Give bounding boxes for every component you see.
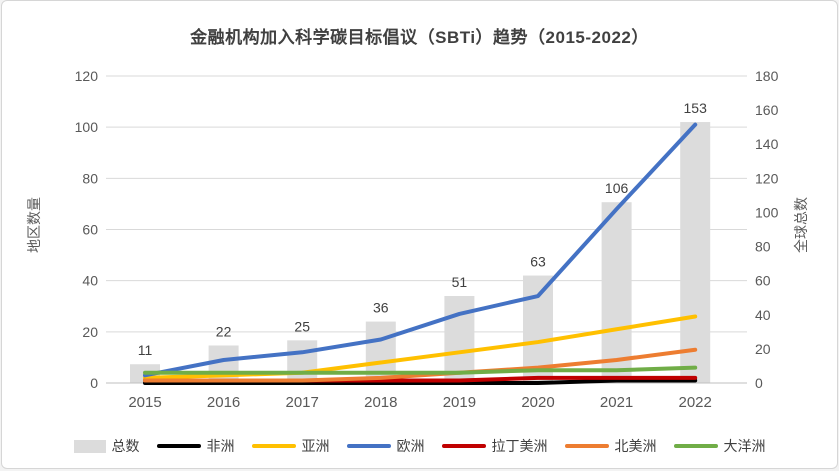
x-axis-label-2017: 2017 — [286, 394, 319, 411]
left-axis-tick: 80 — [82, 170, 98, 186]
legend-item-非洲: 非洲 — [156, 436, 235, 456]
left-axis-tick: 100 — [75, 119, 99, 135]
legend-label: 非洲 — [206, 438, 235, 454]
left-axis-tick: 40 — [82, 273, 98, 289]
legend-swatch — [673, 444, 718, 448]
legend-item-拉丁美洲: 拉丁美洲 — [441, 436, 548, 456]
legend-item-欧洲: 欧洲 — [346, 436, 425, 456]
chart-legend: 总数 非洲 亚洲 欧洲 拉丁美洲 北美洲 大洋洲 — [2, 436, 837, 456]
line-series-非洲 — [143, 378, 698, 385]
bar-value-label: 22 — [216, 323, 232, 339]
right-axis-tick: 140 — [755, 136, 779, 152]
bar-value-label: 51 — [452, 274, 468, 290]
legend-item-总数: 总数 — [73, 436, 140, 456]
line-series-欧洲 — [143, 122, 698, 378]
legend-label: 北美洲 — [614, 438, 657, 454]
left-axis-tick: 20 — [82, 324, 98, 340]
right-axis-tick: 80 — [755, 239, 771, 255]
right-axis-tick: 120 — [755, 170, 779, 186]
right-axis-tick: 20 — [755, 341, 771, 357]
total-bar-2019 — [444, 296, 475, 383]
bar-value-label: 63 — [530, 254, 546, 270]
legend-swatch — [156, 444, 201, 448]
legend-swatch — [346, 444, 391, 448]
left-axis-tick: 120 — [75, 68, 99, 84]
right-axis-tick: 100 — [755, 204, 779, 220]
total-bar-2017 — [287, 340, 318, 383]
x-axis-label-2016: 2016 — [207, 394, 240, 411]
legend-swatch — [73, 439, 106, 453]
bar-value-label: 36 — [373, 300, 389, 316]
x-axis-label-2021: 2021 — [600, 394, 633, 411]
bar-value-label: 153 — [684, 100, 708, 116]
legend-label: 亚洲 — [301, 438, 330, 454]
x-axis-label-2018: 2018 — [364, 394, 397, 411]
right-axis-tick: 40 — [755, 307, 771, 323]
legend-swatch — [251, 444, 296, 448]
legend-swatch — [441, 444, 486, 448]
line-series-大洋洲 — [143, 365, 698, 375]
bar-value-label: 25 — [294, 318, 310, 334]
left-axis-tick: 0 — [90, 375, 98, 391]
legend-item-北美洲: 北美洲 — [564, 436, 657, 456]
total-bar-2022 — [680, 122, 711, 383]
legend-label: 拉丁美洲 — [491, 438, 548, 454]
legend-swatch — [564, 444, 609, 448]
chart-title: 金融机构加入科学碳目标倡议（SBTi）趋势（2015-2022） — [190, 28, 649, 47]
line-series-亚洲 — [143, 314, 698, 380]
legend-label: 欧洲 — [396, 438, 425, 454]
left-axis-tick: 60 — [82, 222, 98, 238]
x-axis-label-2015: 2015 — [128, 394, 161, 411]
legend-item-大洋洲: 大洋洲 — [673, 436, 766, 456]
right-axis-tick: 180 — [755, 68, 779, 84]
right-axis-tick: 0 — [755, 375, 763, 391]
x-axis-label-2022: 2022 — [679, 394, 712, 411]
legend-label: 总数 — [111, 438, 140, 454]
x-axis-label-2019: 2019 — [443, 394, 476, 411]
x-axis-label-2020: 2020 — [521, 394, 554, 411]
right-axis-tick: 160 — [755, 102, 779, 118]
bar-value-label: 11 — [138, 342, 153, 358]
bar-value-label: 106 — [605, 180, 629, 196]
line-series-北美洲 — [143, 347, 698, 383]
total-bar-2021 — [601, 202, 632, 383]
legend-item-亚洲: 亚洲 — [251, 436, 330, 456]
right-axis-tick: 60 — [755, 273, 771, 289]
legend-label: 大洋洲 — [723, 438, 766, 454]
